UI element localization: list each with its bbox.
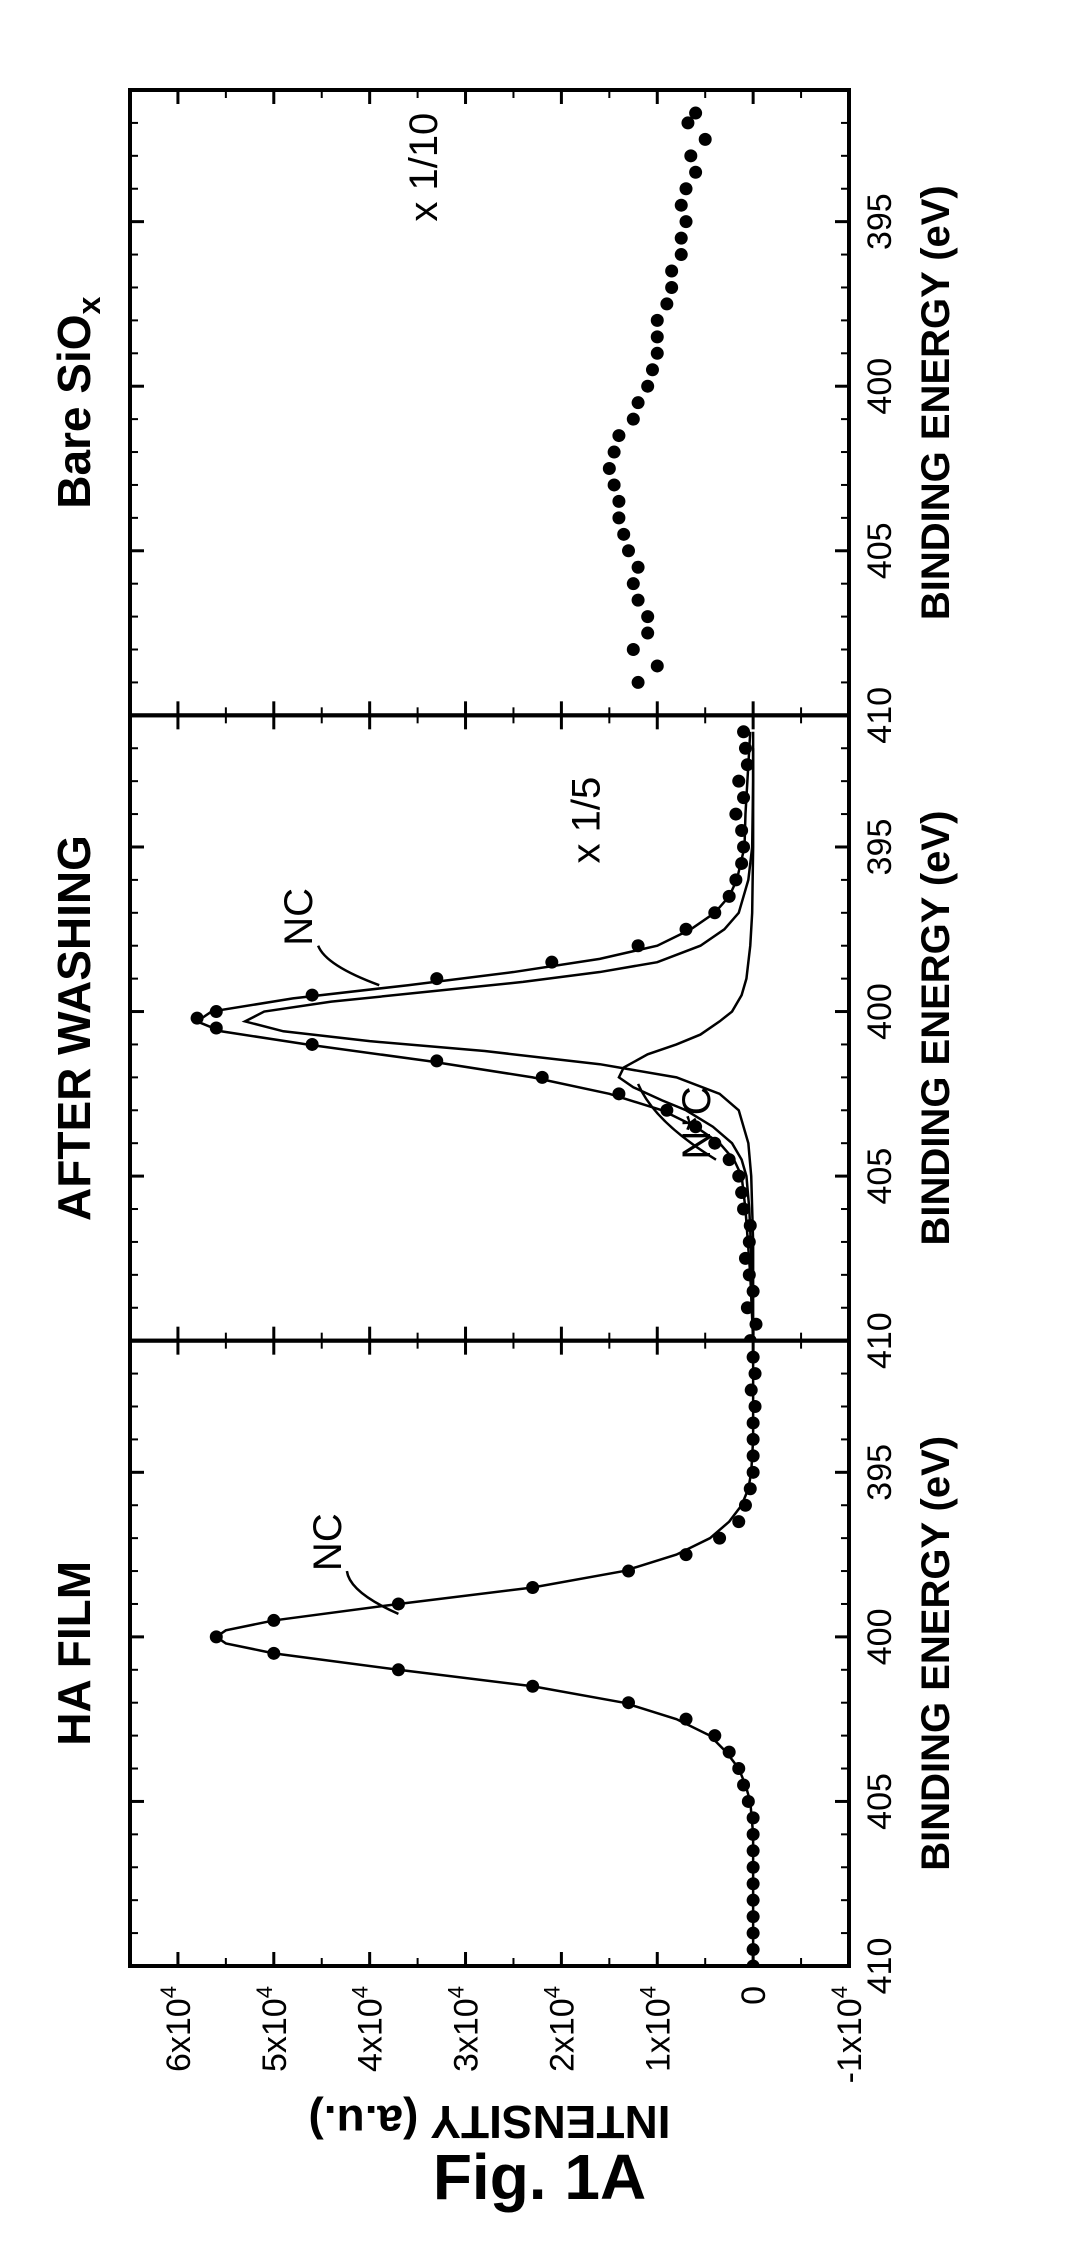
- svg-text:395: 395: [861, 1444, 899, 1501]
- xps-figure: -1x10401x1042x1043x1044x1045x1046x104INT…: [0, 0, 1079, 2266]
- svg-text:405: 405: [861, 1773, 899, 1830]
- svg-text:1x104: 1x104: [635, 1986, 677, 2072]
- svg-text:Bare SiOx: Bare SiOx: [48, 296, 107, 508]
- svg-text:5x104: 5x104: [252, 1986, 294, 2072]
- svg-text:405: 405: [861, 522, 899, 579]
- svg-text:N*C: N*C: [675, 1086, 719, 1159]
- svg-text:405: 405: [861, 1148, 899, 1205]
- svg-text:AFTER WASHING: AFTER WASHING: [48, 835, 100, 1221]
- page-root: { "figure_caption": "Fig. 1A", "caption_…: [0, 0, 1079, 2266]
- svg-text:410: 410: [861, 1938, 899, 1995]
- svg-text:x 1/10: x 1/10: [402, 113, 446, 222]
- svg-text:4x104: 4x104: [348, 1986, 390, 2072]
- svg-text:3x104: 3x104: [444, 1986, 486, 2072]
- svg-text:BINDING ENERGY (eV): BINDING ENERGY (eV): [914, 185, 958, 620]
- svg-text:NC: NC: [306, 1513, 350, 1571]
- svg-text:BINDING ENERGY (eV): BINDING ENERGY (eV): [914, 811, 958, 1246]
- svg-text:395: 395: [861, 193, 899, 250]
- svg-text:HA FILM: HA FILM: [48, 1561, 100, 1746]
- svg-text:400: 400: [861, 983, 899, 1040]
- figure-caption: Fig. 1A: [0, 2140, 1079, 2214]
- svg-text:0: 0: [735, 1986, 773, 2005]
- svg-text:400: 400: [861, 1609, 899, 1666]
- svg-text:NC: NC: [277, 888, 321, 946]
- svg-text:x 1/5: x 1/5: [565, 777, 609, 864]
- svg-text:410: 410: [861, 1312, 899, 1369]
- svg-text:410: 410: [861, 687, 899, 744]
- svg-text:400: 400: [861, 358, 899, 415]
- svg-text:6x104: 6x104: [156, 1986, 198, 2072]
- svg-text:2x104: 2x104: [539, 1986, 581, 2072]
- svg-text:-1x104: -1x104: [827, 1986, 869, 2083]
- svg-text:BINDING ENERGY (eV): BINDING ENERGY (eV): [914, 1436, 958, 1871]
- svg-text:395: 395: [861, 819, 899, 876]
